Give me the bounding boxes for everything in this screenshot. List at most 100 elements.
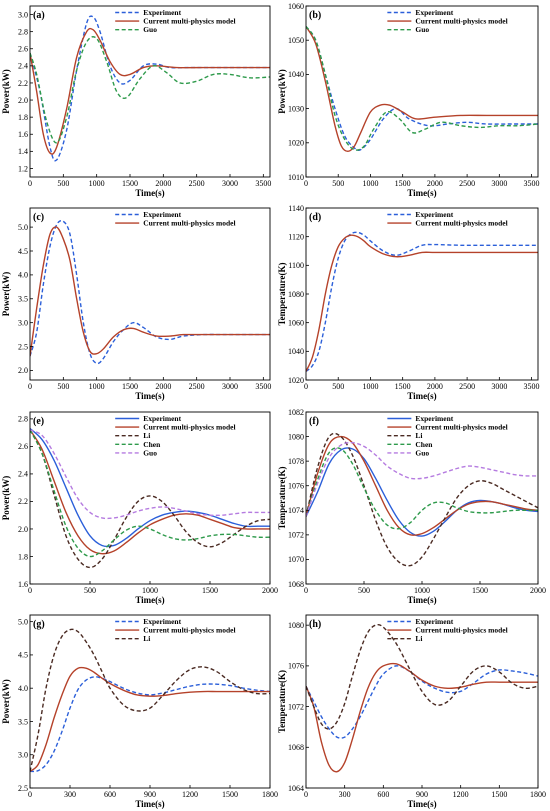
y-tick-label: 1050 (288, 36, 304, 45)
y-tick-label: 1020 (288, 376, 304, 385)
series-group (306, 26, 538, 153)
x-tick-label: 1000 (362, 382, 378, 391)
x-tick-label: 0 (304, 179, 308, 188)
y-tick-label: 1080 (288, 290, 304, 299)
x-tick-label: 1500 (395, 382, 411, 391)
y-tick-label: 2.0 (18, 525, 28, 534)
x-axis-label: Time(s) (135, 595, 164, 605)
x-tick-label: 3500 (255, 382, 271, 391)
x-tick-label: 2000 (155, 382, 171, 391)
y-tick-label: 1068 (288, 743, 304, 752)
x-tick-label: 600 (104, 790, 116, 799)
chart-panel-6: 0 500 1000 1500 2000 1068 1070 1072 1074 1076 1078… (277, 408, 546, 605)
legend-entry: Experiment (143, 8, 181, 17)
x-tick-label: 1200 (182, 790, 198, 799)
series-group (30, 219, 270, 365)
panel-label: (g) (33, 619, 45, 630)
x-axis-label: Time(s) (407, 391, 436, 401)
series-group (306, 231, 538, 372)
y-axis-label: Power(kW) (277, 69, 287, 114)
x-tick-label: 0 (28, 790, 32, 799)
x-tick-label: 1000 (414, 586, 430, 595)
series-line-chen (306, 447, 538, 530)
legend-entry: Current multi-physics model (143, 423, 235, 432)
x-axis-label: Time(s) (135, 188, 164, 198)
y-tick-label: 1.8 (18, 552, 28, 561)
x-tick-label: 1000 (142, 586, 158, 595)
y-tick-label: 1.4 (18, 147, 28, 156)
x-tick-label: 2500 (189, 382, 205, 391)
y-tick-label: 2.4 (18, 62, 28, 71)
y-axis-label: Power(kW) (1, 476, 11, 521)
legend-entry: Li (143, 634, 150, 643)
series-line-current-multi-physics-model (30, 429, 270, 555)
chart-panel-3: 0 500 1000 1500 2000 2500 3000 3500 2.0 2.5 3.0 3.5… (1, 207, 271, 401)
series-line-guo (306, 26, 538, 151)
legend-entry: Guo (415, 25, 429, 34)
legend-entry: Current multi-physics model (143, 219, 235, 228)
y-tick-label: 2.0 (18, 366, 28, 375)
x-tick-label: 3500 (524, 382, 540, 391)
legend-entry: Current multi-physics model (143, 17, 235, 26)
y-tick-label: 2.8 (18, 27, 28, 36)
x-tick-label: 600 (377, 790, 389, 799)
y-axis-label: Temperature(K) (277, 670, 287, 733)
x-tick-label: 500 (57, 179, 69, 188)
series-line-experiment (306, 26, 538, 152)
legend-entry: Current multi-physics model (143, 626, 235, 635)
x-tick-label: 0 (304, 586, 308, 595)
series-line-current-multi-physics-model (306, 435, 538, 536)
y-tick-label: 2.2 (18, 497, 28, 506)
x-tick-label: 2000 (262, 586, 278, 595)
series-line-current-multi-physics-model (306, 26, 538, 153)
y-tick-label: 1068 (288, 580, 304, 589)
x-axis-label: Time(s) (135, 799, 164, 809)
y-tick-label: 1.8 (18, 113, 28, 122)
series-line-li (30, 429, 270, 569)
series-line-experiment (30, 427, 270, 548)
legend-entry: Current multi-physics model (415, 626, 507, 635)
x-axis-label: Time(s) (407, 188, 436, 198)
legend-entry: Experiment (415, 414, 453, 423)
y-tick-label: 1072 (288, 702, 304, 711)
series-line-current-multi-physics-model (30, 27, 270, 155)
y-axis-label: Power(kW) (1, 679, 11, 724)
x-tick-label: 500 (332, 179, 344, 188)
series-line-experiment (30, 676, 270, 773)
x-tick-label: 3500 (524, 179, 540, 188)
chart-panel-1: 0 500 1000 1500 2000 2500 3000 3500 1.2 1.4 1.6 1.8… (1, 5, 271, 198)
series-line-li (306, 432, 538, 567)
chart-panel-8: 0 300 600 900 1200 1500 1800 1064 1068 1072 1076 10… (277, 614, 546, 809)
series-line-current-multi-physics-model (30, 226, 270, 357)
x-tick-label: 0 (28, 382, 32, 391)
x-tick-label: 3000 (222, 179, 238, 188)
chart-panel-4: 0 500 1000 1500 2000 2500 3000 3500 1020 1040 1060… (277, 204, 540, 401)
y-tick-label: 1010 (288, 173, 304, 182)
panel-label: (h) (309, 619, 321, 630)
panel-label: (c) (33, 212, 44, 223)
chart-panel-7: 0 300 600 900 1200 1500 1800 2.5 3.0 3.5 4.0 4.5 5.0… (1, 614, 278, 809)
y-tick-label: 2.4 (18, 470, 28, 479)
x-tick-label: 0 (28, 179, 32, 188)
panel-label: (a) (33, 10, 45, 21)
y-tick-label: 4.0 (18, 271, 28, 280)
series-line-guo (30, 429, 270, 520)
x-tick-label: 500 (358, 586, 370, 595)
x-tick-label: 1500 (222, 790, 238, 799)
x-tick-label: 1000 (89, 179, 105, 188)
series-line-current-multi-physics-model (306, 662, 538, 773)
series-line-li (306, 623, 538, 730)
legend-entry: Experiment (415, 210, 453, 219)
panel-label: (d) (309, 212, 321, 223)
y-tick-label: 3.5 (18, 717, 28, 726)
y-tick-label: 4.5 (18, 247, 28, 256)
plot-frame (305, 5, 539, 178)
y-tick-label: 1060 (288, 2, 304, 11)
panel-label: (b) (309, 10, 321, 21)
plot-frame (29, 207, 271, 381)
x-tick-label: 500 (57, 382, 69, 391)
y-tick-label: 1078 (288, 457, 304, 466)
legend-entry: Li (415, 634, 422, 643)
